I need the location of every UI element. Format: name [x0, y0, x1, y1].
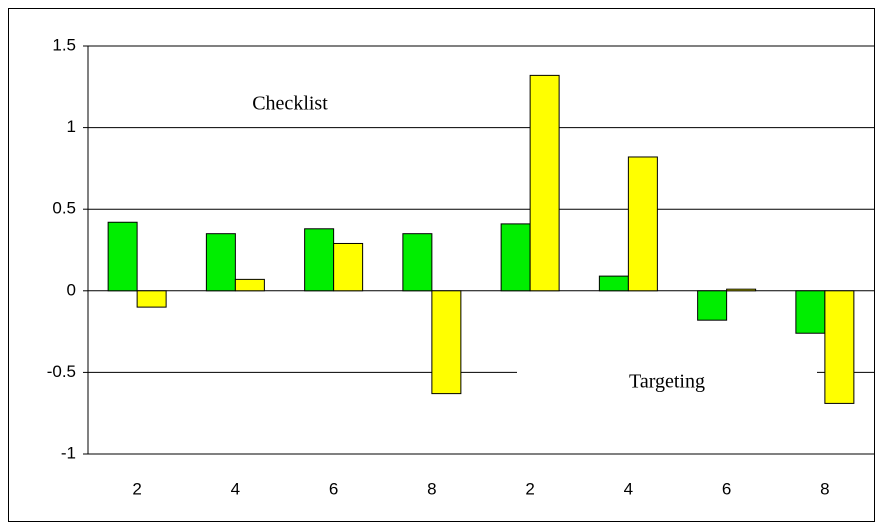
- bar: [431, 290, 462, 395]
- x-tick-label: 4: [624, 479, 633, 498]
- bar: [304, 228, 335, 292]
- annotation-background: [517, 369, 817, 397]
- bar: [500, 223, 531, 292]
- bar: [234, 278, 265, 292]
- annotation: Checklist: [252, 93, 328, 115]
- annotation-background: [205, 91, 375, 119]
- annotation: Targeting: [629, 371, 705, 393]
- bar: [598, 275, 629, 292]
- bar: [136, 290, 167, 308]
- x-tick-label: 2: [525, 479, 534, 498]
- x-tick-label: 8: [820, 479, 829, 498]
- y-tick-label: -0.5: [47, 362, 76, 381]
- x-tick-label: 4: [231, 479, 240, 498]
- bar: [107, 221, 138, 292]
- bar: [333, 242, 364, 292]
- y-tick-label: 0.5: [52, 199, 76, 218]
- y-tick-label: 0: [67, 280, 76, 299]
- bar: [205, 233, 236, 292]
- chart-frame: [8, 8, 875, 522]
- bar: [795, 290, 826, 334]
- bar: [824, 290, 855, 404]
- y-tick-label: 1: [67, 117, 76, 136]
- x-tick-label: 8: [427, 479, 436, 498]
- y-tick-label: 1.5: [52, 35, 76, 54]
- x-tick-label: 2: [132, 479, 141, 498]
- y-tick-label: -1: [61, 443, 76, 462]
- bar: [726, 288, 757, 292]
- x-tick-label: 6: [329, 479, 338, 498]
- bar: [529, 74, 560, 292]
- bar: [402, 233, 433, 292]
- x-tick-label: 6: [722, 479, 731, 498]
- bar: [697, 290, 728, 321]
- bar: [627, 156, 658, 292]
